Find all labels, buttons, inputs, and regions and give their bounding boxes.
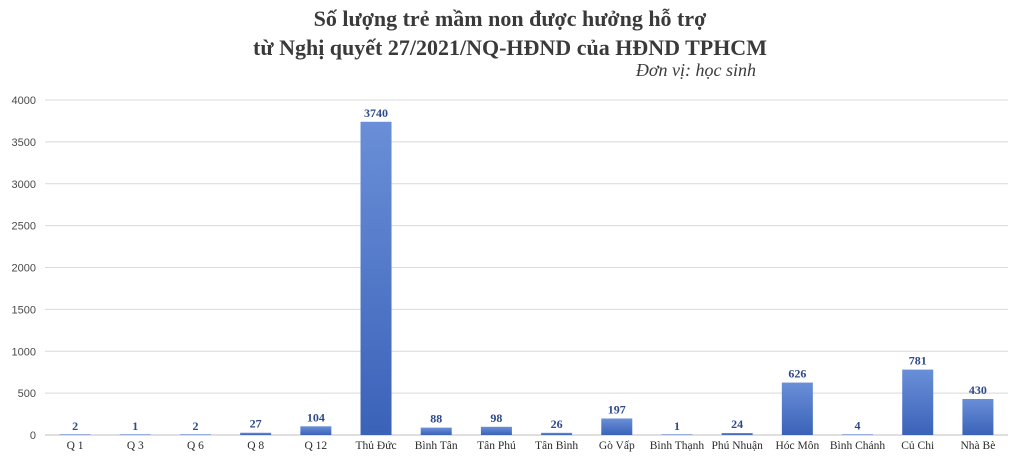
chart-title-line-1: Số lượng trẻ mầm non được hưởng hỗ trợ — [313, 6, 707, 31]
data-label: 27 — [250, 417, 262, 431]
bar — [962, 398, 994, 435]
x-tick-label: Q 8 — [247, 440, 264, 452]
x-tick-label: Q 1 — [67, 440, 84, 452]
data-label: 4 — [855, 419, 861, 433]
data-label: 24 — [731, 417, 743, 431]
bar — [601, 418, 633, 435]
data-label: 197 — [608, 403, 626, 417]
chart-unit-label: Đơn vị: học sinh — [635, 60, 756, 80]
bar — [721, 432, 753, 435]
data-label: 626 — [788, 367, 806, 381]
x-tick-label: Tân Phú — [477, 440, 516, 452]
x-tick-label: Hóc Môn — [775, 440, 819, 452]
bar — [179, 434, 211, 435]
y-tick-label: 0 — [30, 430, 36, 442]
bar — [240, 432, 272, 435]
bar — [842, 434, 874, 435]
bar — [480, 426, 512, 435]
bar — [119, 434, 151, 435]
y-tick-label: 3500 — [12, 137, 36, 149]
gridlines — [45, 99, 1008, 436]
data-label: 26 — [551, 417, 563, 431]
data-label: 1 — [674, 419, 680, 433]
data-label: 98 — [490, 411, 502, 425]
data-label: 781 — [909, 354, 927, 368]
bar — [300, 426, 332, 435]
data-label: 3740 — [364, 106, 388, 120]
x-tick-label: Q 3 — [127, 440, 144, 452]
bar — [360, 121, 392, 436]
chart-title: Số lượng trẻ mầm non được hưởng hỗ trợ t… — [0, 4, 1020, 62]
y-axis-ticks: 0 500 1000 1500 2000 2500 3000 3500 4000 — [12, 95, 36, 442]
x-tick-label: Nhà Bè — [961, 440, 996, 452]
y-tick-label: 500 — [18, 388, 36, 400]
data-label: 1 — [132, 419, 138, 433]
data-label: 430 — [969, 383, 987, 397]
data-labels: 2 1 2 27 104 3740 88 98 26 197 1 24 626 4 781 430 — [72, 106, 987, 433]
y-tick-label: 2500 — [12, 221, 36, 233]
data-label: 2 — [192, 419, 198, 433]
x-tick-label: Tân Bình — [535, 440, 578, 452]
y-tick-label: 1500 — [12, 304, 36, 316]
bar — [420, 427, 452, 435]
y-tick-label: 1000 — [12, 346, 36, 358]
x-tick-label: Bình Tân — [415, 440, 458, 452]
x-tick-label: Gò Vấp — [599, 439, 635, 452]
bars — [59, 121, 994, 436]
data-label: 88 — [430, 412, 442, 426]
y-tick-label: 2000 — [12, 263, 36, 275]
chart-title-line-2: từ Nghị quyết 27/2021/NQ-HĐND của HĐND T… — [253, 35, 767, 60]
bar — [661, 434, 693, 435]
data-label: 104 — [307, 410, 325, 424]
x-tick-label: Q 12 — [305, 440, 328, 452]
bar — [59, 434, 91, 435]
x-tick-label: Thủ Đức — [356, 440, 397, 452]
y-tick-label: 4000 — [12, 95, 36, 107]
x-axis-categories: Q 1 Q 3 Q 6 Q 8 Q 12 Thủ Đức Bình Tân Tân Phú Tâ… — [67, 439, 996, 452]
x-tick-label: Bình Chánh — [830, 440, 886, 452]
x-tick-label: Bình Thạnh — [650, 440, 705, 452]
bar — [902, 369, 934, 435]
x-tick-label: Q 6 — [187, 440, 204, 452]
bar — [781, 382, 813, 435]
x-tick-label: Phú Nhuận — [711, 440, 763, 452]
bar — [541, 432, 573, 435]
x-tick-label: Củ Chi — [901, 440, 934, 452]
y-tick-label: 3000 — [12, 179, 36, 191]
data-label: 2 — [72, 419, 78, 433]
